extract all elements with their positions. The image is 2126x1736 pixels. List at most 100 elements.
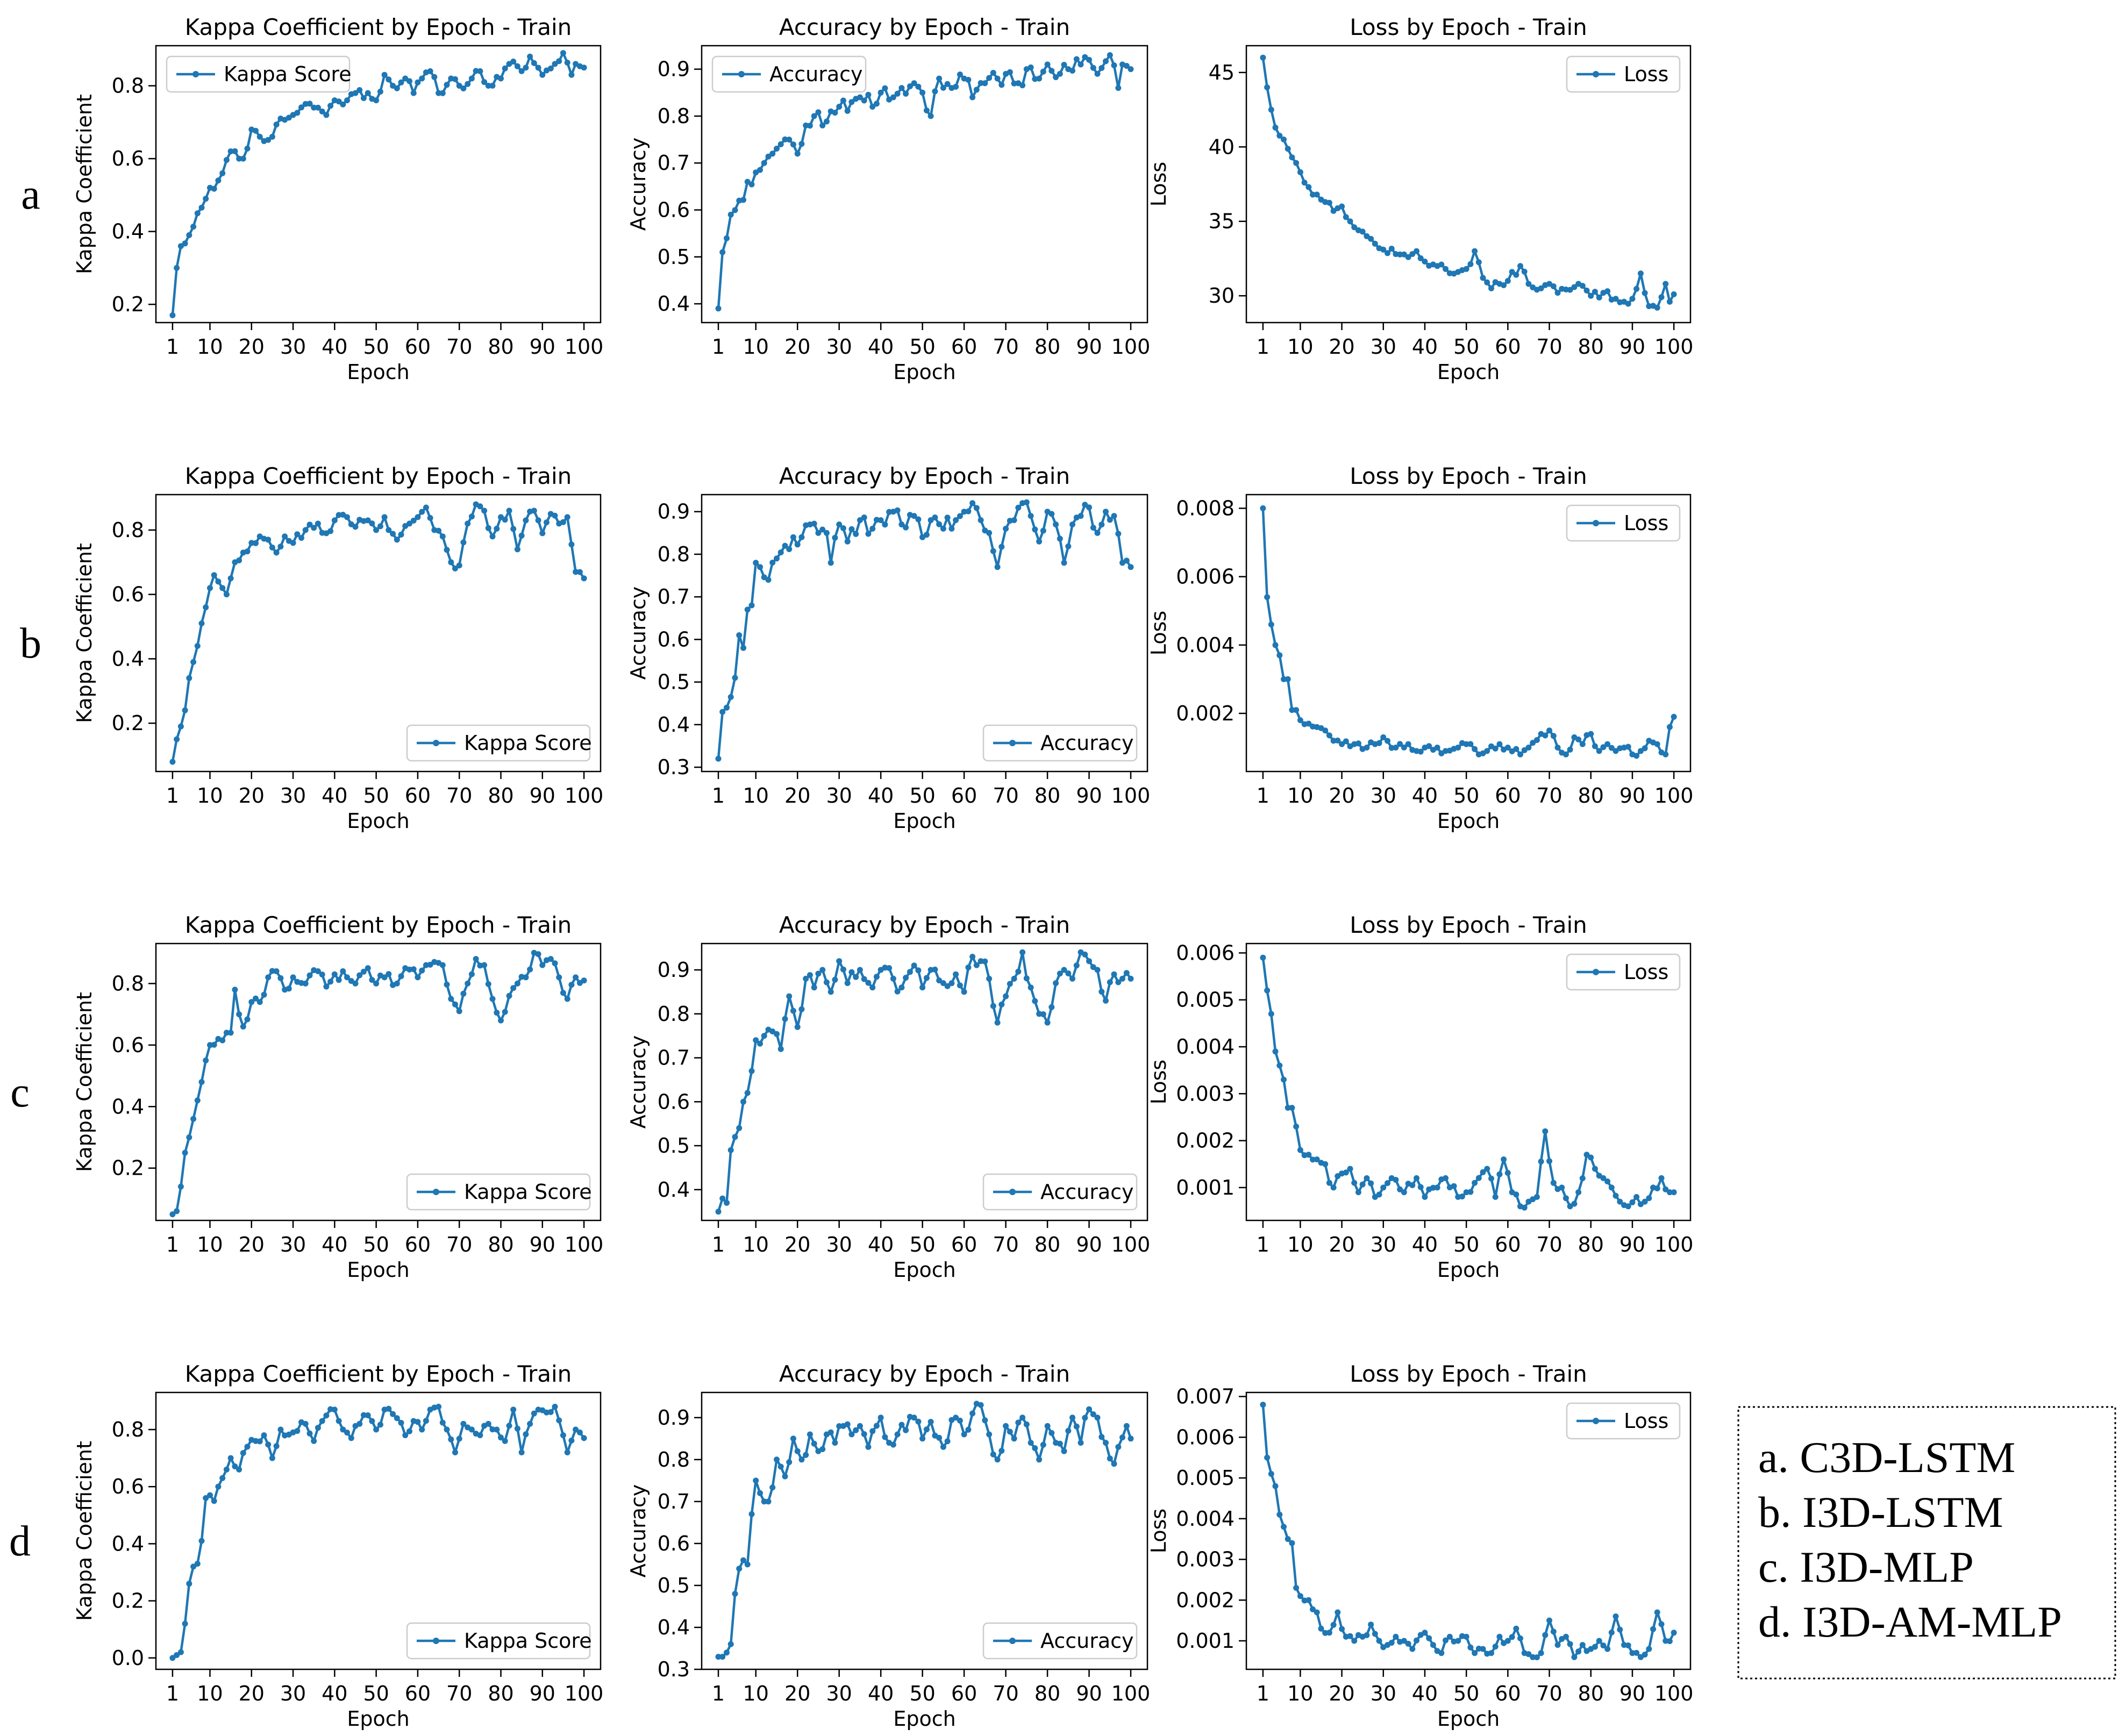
x-tick-label: 80 [1578, 1233, 1604, 1256]
chart-grid: Kappa Coefficient by Epoch - Train 1 10 20 3… [73, 14, 1693, 1731]
data-point [556, 1417, 562, 1424]
data-point [1625, 744, 1631, 750]
x-axis-label: Epoch [893, 1258, 955, 1282]
data-point [498, 1434, 504, 1441]
data-point [273, 968, 280, 974]
data-point [1642, 1652, 1648, 1658]
data-point [1057, 535, 1063, 542]
x-tick-label: 100 [1111, 1682, 1151, 1705]
x-tick-label: 100 [1111, 335, 1151, 359]
data-point [715, 1654, 722, 1660]
data-point [174, 265, 180, 271]
data-point [1642, 745, 1648, 752]
data-point [360, 968, 367, 975]
data-point [1028, 64, 1034, 70]
legend-frame [406, 1622, 591, 1660]
chart-legend: Kappa Score [166, 55, 352, 93]
data-point [182, 1149, 188, 1156]
data-point [190, 224, 197, 230]
data-point [319, 971, 325, 978]
data-point [1123, 558, 1130, 564]
data-point [356, 1420, 363, 1427]
data-point [786, 546, 793, 552]
data-point [1488, 1650, 1494, 1656]
y-tick-label: 0.4 [658, 713, 690, 737]
data-point [485, 1420, 491, 1427]
x-tick-label: 1 [166, 1233, 179, 1256]
data-point [244, 145, 251, 152]
data-point [998, 1001, 1005, 1008]
data-point [286, 985, 292, 992]
y-tick-label: 0.6 [658, 1532, 690, 1555]
data-point [1588, 292, 1594, 299]
data-point [1078, 61, 1084, 68]
data-point [236, 1011, 242, 1018]
data-point [1343, 1169, 1349, 1176]
data-point [740, 645, 746, 651]
data-point [865, 531, 872, 537]
data-point [1044, 1019, 1051, 1026]
data-point [253, 995, 259, 1002]
data-point [919, 1435, 926, 1442]
x-tick-label: 90 [530, 784, 555, 808]
data-point [803, 1452, 809, 1458]
data-point [1592, 1166, 1598, 1172]
x-tick-label: 50 [363, 335, 389, 359]
x-tick-label: 50 [363, 784, 389, 808]
data-point [194, 1561, 201, 1567]
data-point [1128, 975, 1134, 982]
data-point [1003, 1423, 1009, 1429]
data-point [410, 517, 417, 524]
data-point [719, 709, 726, 715]
data-point [1264, 1454, 1271, 1461]
data-point [819, 967, 826, 973]
data-point [1617, 1626, 1623, 1633]
y-tick-label: 0.9 [658, 958, 690, 982]
chart-c-loss: Loss by Epoch - Train 1 10 20 30 40 50 60 70 80 90… [1147, 912, 1693, 1282]
data-point [182, 240, 188, 247]
data-point [219, 1037, 226, 1044]
data-point [186, 1134, 192, 1140]
plot-frame [1245, 45, 1692, 324]
data-point [365, 90, 371, 96]
legend-marker-swatch [1593, 71, 1599, 77]
data-point [1385, 250, 1390, 256]
x-tick-label: 40 [1412, 784, 1438, 808]
data-point [840, 525, 846, 531]
data-point [798, 534, 805, 540]
data-point [290, 540, 296, 546]
data-point [877, 89, 884, 96]
data-point [1069, 1414, 1075, 1421]
data-point [1488, 285, 1494, 291]
data-point [498, 1017, 504, 1024]
data-point [1554, 1642, 1561, 1648]
data-point [1103, 509, 1109, 515]
data-point [857, 967, 863, 973]
data-point [1604, 1178, 1611, 1184]
data-point [978, 80, 984, 86]
data-point [1409, 1182, 1416, 1188]
data-point [940, 84, 946, 91]
x-tick-label: 20 [784, 335, 810, 359]
data-point [1496, 1633, 1503, 1640]
data-point [207, 1492, 213, 1498]
legend-frame [1566, 504, 1681, 542]
data-point [564, 996, 570, 1002]
data-point [1504, 1170, 1511, 1176]
data-point [227, 1455, 234, 1461]
data-point [1393, 1633, 1399, 1640]
data-point [410, 966, 417, 973]
x-tick-label: 100 [565, 1682, 604, 1705]
data-point [377, 1421, 383, 1428]
data-point [211, 1041, 217, 1048]
data-point [1339, 741, 1345, 747]
legend-marker-swatch [1593, 1418, 1599, 1424]
data-point [936, 1434, 943, 1441]
legend-marker-swatch [433, 1638, 439, 1644]
data-point [1443, 1175, 1449, 1181]
legend-label: Accuracy [769, 62, 863, 86]
legend-frame [406, 724, 591, 762]
x-tick-label: 30 [826, 784, 852, 808]
data-point [894, 507, 901, 513]
plot-frame [155, 45, 602, 324]
